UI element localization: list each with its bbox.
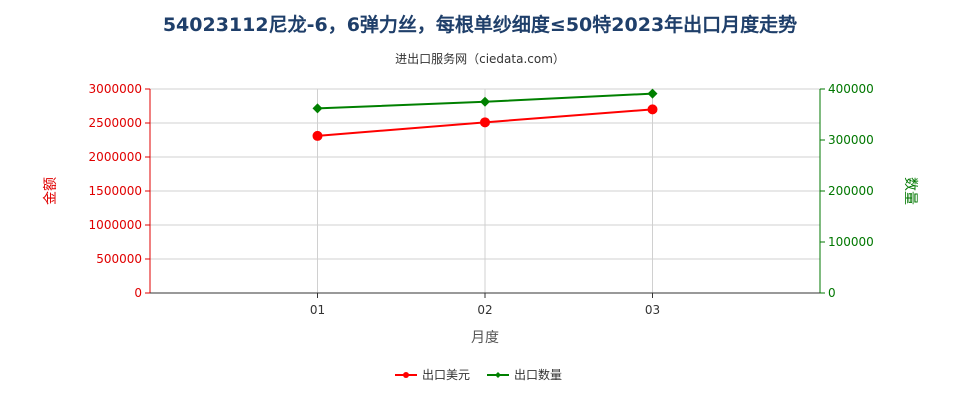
y-left-tick-label: 1000000 — [89, 218, 142, 232]
data-point-usd — [647, 104, 658, 115]
y-right-axis-label: 数量 — [902, 177, 918, 205]
data-point-usd — [312, 130, 323, 141]
chart-subtitle: 进出口服务网（ciedata.com） — [395, 52, 565, 66]
y-left-tick-label: 0 — [134, 286, 142, 300]
legend-label-2: 出口数量 — [514, 367, 562, 382]
y-right-tick-label: 200000 — [828, 184, 874, 198]
y-right-tick-label: 300000 — [828, 133, 874, 147]
data-point-usd — [480, 117, 490, 128]
y-left-tick-label: 2500000 — [89, 116, 142, 130]
legend-marker-usd — [403, 372, 409, 378]
x-tick-label: 02 — [477, 303, 492, 317]
y-left-tick-label: 500000 — [96, 252, 142, 266]
x-tick-label: 01 — [310, 303, 325, 317]
x-axis-label: 月度 — [471, 330, 499, 346]
data-point-qty — [312, 103, 323, 114]
y-left-tick-label: 2000000 — [89, 150, 142, 164]
y-left-axis-label: 金额 — [43, 177, 59, 205]
legend-label-1: 出口美元 — [422, 368, 470, 382]
data-point-qty — [647, 88, 658, 99]
legend-marker-qty — [495, 372, 501, 378]
chart-title: 54023112尼龙-6，6弹力丝，每根单纱细度≤50特2023年出口月度走势 — [162, 14, 798, 36]
data-point-qty — [480, 96, 490, 107]
y-left-tick-label: 1500000 — [89, 184, 142, 198]
y-right-tick-label: 0 — [828, 286, 836, 300]
y-right-tick-label: 100000 — [828, 235, 874, 249]
y-left-tick-label: 3000000 — [89, 82, 142, 96]
x-tick-label: 03 — [645, 303, 660, 317]
y-right-tick-label: 400000 — [828, 82, 874, 96]
